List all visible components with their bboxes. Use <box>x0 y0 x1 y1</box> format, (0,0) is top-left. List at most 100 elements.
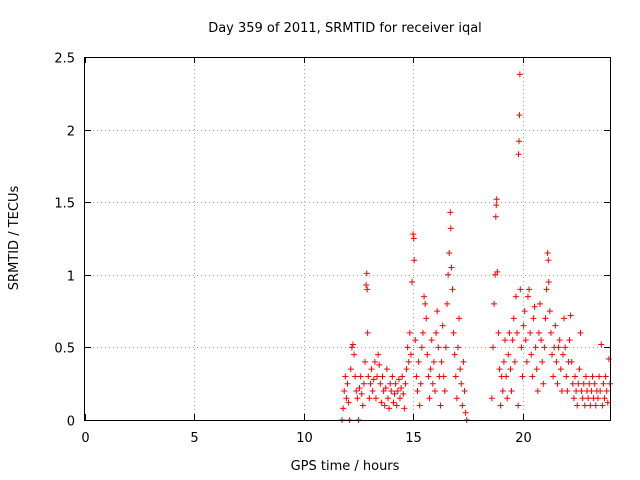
data-point <box>351 351 358 358</box>
data-point <box>365 373 372 380</box>
data-point <box>437 402 444 409</box>
data-point <box>597 387 604 394</box>
data-point <box>364 329 371 336</box>
grid-lines <box>85 57 610 420</box>
data-point <box>537 300 543 307</box>
data-point <box>356 385 363 392</box>
data-point <box>539 358 546 365</box>
data-point <box>594 395 601 402</box>
data-point <box>496 366 503 373</box>
data-point <box>434 308 441 315</box>
data-point <box>363 270 370 277</box>
data-point <box>400 390 407 397</box>
data-point <box>394 387 401 394</box>
data-point <box>562 344 569 351</box>
data-point <box>362 358 368 365</box>
data-point <box>417 380 424 387</box>
data-point <box>522 337 529 344</box>
data-point <box>540 380 547 387</box>
data-point <box>458 380 465 387</box>
chart-title: Day 359 of 2011, SRMTID for receiver iqa… <box>208 21 482 36</box>
data-point <box>444 300 451 307</box>
data-point <box>453 395 460 402</box>
y-tick-label: 1 <box>67 270 75 285</box>
data-point <box>349 341 356 348</box>
data-point <box>587 402 594 409</box>
data-point <box>569 380 576 387</box>
data-point <box>602 373 609 380</box>
data-point <box>422 300 429 307</box>
data-point <box>492 213 499 220</box>
data-point <box>542 315 549 322</box>
data-point <box>534 387 541 394</box>
data-point <box>495 329 502 336</box>
data-point <box>402 380 409 387</box>
data-point <box>414 387 421 394</box>
data-point <box>491 300 498 307</box>
data-point <box>353 387 360 394</box>
data-point <box>371 358 378 365</box>
data-point <box>372 395 379 402</box>
data-point <box>581 402 588 409</box>
data-point <box>528 351 535 358</box>
x-axis-label: GPS time / hours <box>291 459 400 474</box>
data-point <box>516 138 522 145</box>
data-point <box>510 315 517 322</box>
data-point <box>446 250 453 257</box>
data-point <box>383 366 390 373</box>
y-tick-label: 0 <box>67 415 75 430</box>
data-point <box>410 235 417 242</box>
data-point <box>433 329 440 336</box>
data-point <box>543 286 550 293</box>
data-point <box>395 376 402 383</box>
data-point <box>505 351 512 358</box>
data-point <box>531 303 538 310</box>
data-point <box>398 385 405 392</box>
y-tick-label: 0.5 <box>54 342 75 357</box>
data-point <box>598 341 605 348</box>
data-point <box>576 366 583 373</box>
data-point <box>559 351 566 358</box>
y-tick-label: 2 <box>67 125 75 140</box>
data-point <box>387 380 394 387</box>
data-points <box>339 71 613 423</box>
data-point <box>428 337 435 344</box>
data-point <box>410 231 417 238</box>
data-point <box>545 257 552 264</box>
data-point <box>369 387 376 394</box>
data-point <box>409 279 416 286</box>
data-point <box>399 373 406 380</box>
data-point <box>552 322 559 329</box>
data-point <box>367 380 374 387</box>
data-point <box>547 329 554 336</box>
data-point <box>401 405 408 412</box>
data-point <box>546 308 553 315</box>
data-point <box>403 366 410 373</box>
data-point <box>393 402 400 409</box>
data-point <box>460 358 467 365</box>
data-point <box>381 402 388 409</box>
data-point <box>374 373 381 380</box>
data-point <box>345 399 352 406</box>
data-point <box>529 373 536 380</box>
data-point <box>456 315 463 322</box>
data-point <box>488 395 495 402</box>
data-point <box>604 399 611 406</box>
data-point <box>554 380 561 387</box>
data-point <box>558 387 565 394</box>
data-point <box>448 264 455 271</box>
data-point <box>499 387 506 394</box>
data-point <box>344 380 351 387</box>
data-point <box>509 337 516 344</box>
data-point <box>441 387 448 394</box>
data-point <box>392 380 399 387</box>
data-point <box>421 293 428 300</box>
data-point <box>589 373 596 380</box>
data-point <box>577 329 584 336</box>
data-point <box>580 380 587 387</box>
data-point <box>358 390 365 397</box>
data-point <box>447 209 454 216</box>
data-point <box>557 366 564 373</box>
data-point <box>553 358 560 365</box>
